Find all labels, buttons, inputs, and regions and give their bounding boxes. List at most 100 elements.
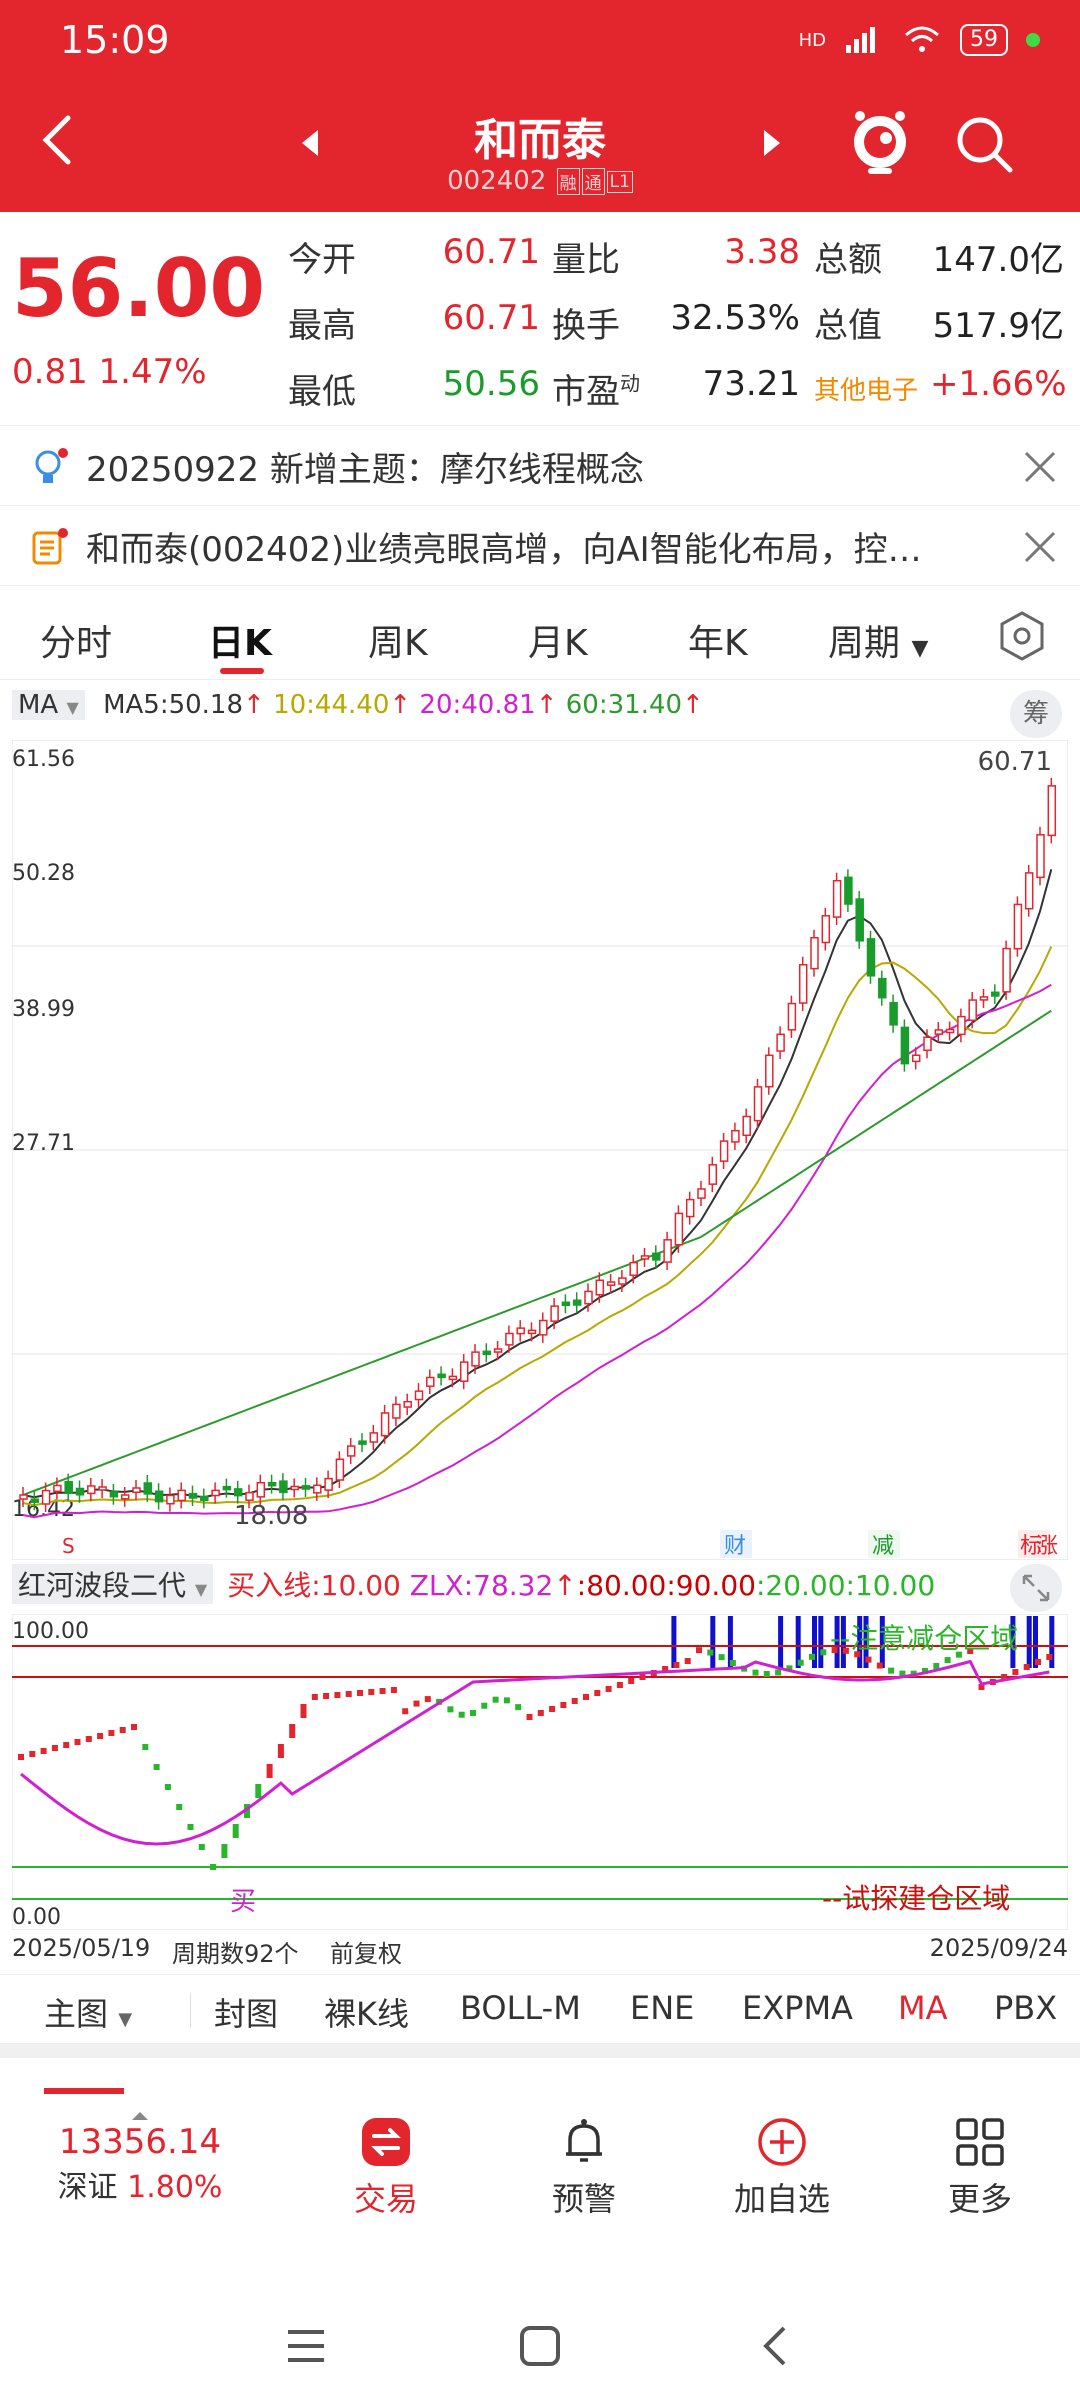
indicator-bar bbox=[85, 1736, 92, 1742]
tab-ma[interactable]: MA bbox=[898, 1989, 948, 2027]
nav-trade-label: 交易 bbox=[353, 2180, 418, 2218]
indicator-bar bbox=[63, 1742, 70, 1748]
theme-notice[interactable]: 20250922 新增主题：摩尔线程概念 bbox=[0, 428, 1080, 506]
indicator-bar bbox=[176, 1804, 183, 1810]
candle-body bbox=[1047, 785, 1057, 837]
candle-body bbox=[957, 1015, 966, 1036]
event-badge-bg bbox=[868, 1530, 900, 1558]
tab-ene[interactable]: ENE bbox=[630, 1989, 695, 2027]
up-arrow-icon: ↑ bbox=[243, 690, 265, 720]
candle-body bbox=[968, 999, 977, 1022]
quote-panel: 56.00 0.81 1.47% 今开 60.71 最高 60.71 最低 50… bbox=[0, 212, 1080, 426]
signal-icon: HD bbox=[798, 29, 826, 51]
close-icon[interactable] bbox=[1000, 508, 1080, 586]
search-icon[interactable] bbox=[952, 112, 1016, 176]
indicator-bar bbox=[187, 1824, 194, 1830]
candle-body bbox=[87, 1485, 96, 1495]
index-ticker[interactable]: 13356.14 深证 1.80% bbox=[40, 2110, 240, 2206]
indicator-bar bbox=[967, 1648, 974, 1655]
event-reduce-badge[interactable]: 减 bbox=[872, 1534, 894, 1559]
candle-body bbox=[346, 1445, 356, 1457]
candle-body bbox=[900, 1026, 910, 1065]
signal-bar bbox=[863, 1616, 869, 1668]
indicator-bar bbox=[583, 1694, 589, 1700]
tab-yearly[interactable]: 年K bbox=[688, 623, 748, 664]
tab-daily[interactable]: 日K bbox=[208, 623, 272, 664]
candle-body bbox=[392, 1403, 401, 1419]
event-tag-badge[interactable]: 标 bbox=[1020, 1534, 1042, 1559]
nav-add-watch-label: 加自选 bbox=[733, 2180, 830, 2218]
event-financial-badge[interactable]: 财 bbox=[724, 1534, 746, 1559]
indicator-bar bbox=[300, 1704, 307, 1718]
tab-boll-m[interactable]: BOLL-M bbox=[460, 1989, 581, 2027]
signal-bar bbox=[1049, 1616, 1055, 1668]
indicator-bar bbox=[18, 1754, 24, 1760]
prev-stock-icon[interactable] bbox=[298, 128, 322, 158]
indicator-bar bbox=[775, 1669, 782, 1676]
close-icon[interactable] bbox=[1000, 428, 1080, 506]
indicator-legend: 红河波段二代 ▼ 买入线:10.00 ZLX:78.32↑:80.00:90.00… bbox=[12, 1564, 935, 1604]
tab-expma[interactable]: EXPMA bbox=[742, 1989, 853, 2027]
expand-icon[interactable] bbox=[1010, 1564, 1062, 1612]
candle-body bbox=[369, 1432, 379, 1443]
tab-period-label: 周期 bbox=[828, 623, 901, 664]
tab-seal[interactable]: 封图 bbox=[214, 1995, 279, 2033]
nav-alert[interactable]: 预警 bbox=[504, 2110, 664, 2220]
mcap-label: 总值 bbox=[814, 306, 882, 346]
indicator-bar bbox=[164, 1784, 171, 1790]
candle-body bbox=[731, 1129, 740, 1143]
candle-body bbox=[572, 1299, 582, 1306]
event-rise-badge[interactable]: 涨 bbox=[1036, 1534, 1058, 1559]
back-arrow-icon[interactable] bbox=[30, 110, 90, 170]
settings-hexagon-icon[interactable] bbox=[996, 610, 1048, 662]
indicator-bar bbox=[639, 1674, 646, 1680]
zlx-value: ZLX:78.32 bbox=[409, 1569, 554, 1602]
tab-main-chart[interactable]: 主图 ▼ bbox=[44, 1989, 132, 2035]
indicator-bar bbox=[402, 1708, 409, 1715]
chip-distribution-button[interactable]: 筹 bbox=[1010, 690, 1062, 738]
ma-select[interactable]: MA ▼ bbox=[12, 690, 85, 720]
next-stock-icon[interactable] bbox=[760, 128, 784, 158]
tab-main-chart-label: 主图 bbox=[44, 1995, 109, 2033]
candle-body bbox=[358, 1440, 367, 1445]
nav-more[interactable]: 更多 bbox=[900, 2110, 1060, 2220]
stock-header: 15:09 HD 59 和而泰 002402 融通 L1 bbox=[0, 0, 1080, 212]
indicator-bar bbox=[820, 1649, 827, 1656]
start-date: 2025/05/19 bbox=[12, 1934, 151, 1962]
tab-monthly[interactable]: 月K bbox=[528, 623, 588, 664]
tab-intraday[interactable]: 分时 bbox=[40, 623, 113, 664]
tab-period[interactable]: 周期 ▼ bbox=[828, 614, 928, 666]
candle-body bbox=[233, 1488, 243, 1497]
candle-body bbox=[991, 991, 1000, 997]
tab-naked-k[interactable]: 裸K线 bbox=[324, 1995, 409, 2033]
news-notice[interactable]: 和而泰(002402)业绩亮眼高增，向AI智能化布局，控… bbox=[0, 508, 1080, 586]
candle-body bbox=[143, 1482, 153, 1495]
nav-trade[interactable]: 交易 bbox=[306, 2110, 466, 2220]
indicator-bar bbox=[481, 1702, 488, 1709]
tab-pbx[interactable]: PBX bbox=[994, 1989, 1058, 2027]
tab-weekly[interactable]: 周K bbox=[368, 623, 428, 664]
indicator-bar bbox=[142, 1744, 149, 1750]
level-tag: L1 bbox=[606, 170, 633, 193]
indicator-select[interactable]: 红河波段二代 ▼ bbox=[12, 1564, 214, 1604]
candle-body bbox=[640, 1255, 650, 1260]
indicator-bar bbox=[515, 1704, 522, 1711]
nav-add-watch[interactable]: 加自选 bbox=[702, 2110, 862, 2220]
battery-indicator: 59 bbox=[960, 24, 1008, 56]
candle-body bbox=[335, 1458, 345, 1481]
back-nav-icon[interactable] bbox=[756, 2324, 796, 2368]
menu-icon[interactable] bbox=[284, 2326, 328, 2366]
indicator-chart[interactable]: 100.00 0.00 --注意减仓区域 --试探建仓区域 买 bbox=[12, 1614, 1068, 1930]
adjust-mode[interactable]: 前复权 bbox=[330, 1940, 402, 1968]
index-value: 13356.14 bbox=[58, 2122, 222, 2162]
candle-body bbox=[765, 1054, 774, 1088]
candle-body bbox=[1002, 947, 1011, 993]
candle-body bbox=[222, 1485, 232, 1491]
home-icon[interactable] bbox=[518, 2324, 562, 2368]
sector-name[interactable]: 其他电子 bbox=[814, 376, 919, 406]
indicator-bar bbox=[470, 1709, 476, 1716]
indicator-bar bbox=[221, 1844, 228, 1858]
assistant-robot-icon[interactable] bbox=[848, 108, 912, 176]
indicator-bar bbox=[809, 1653, 815, 1660]
